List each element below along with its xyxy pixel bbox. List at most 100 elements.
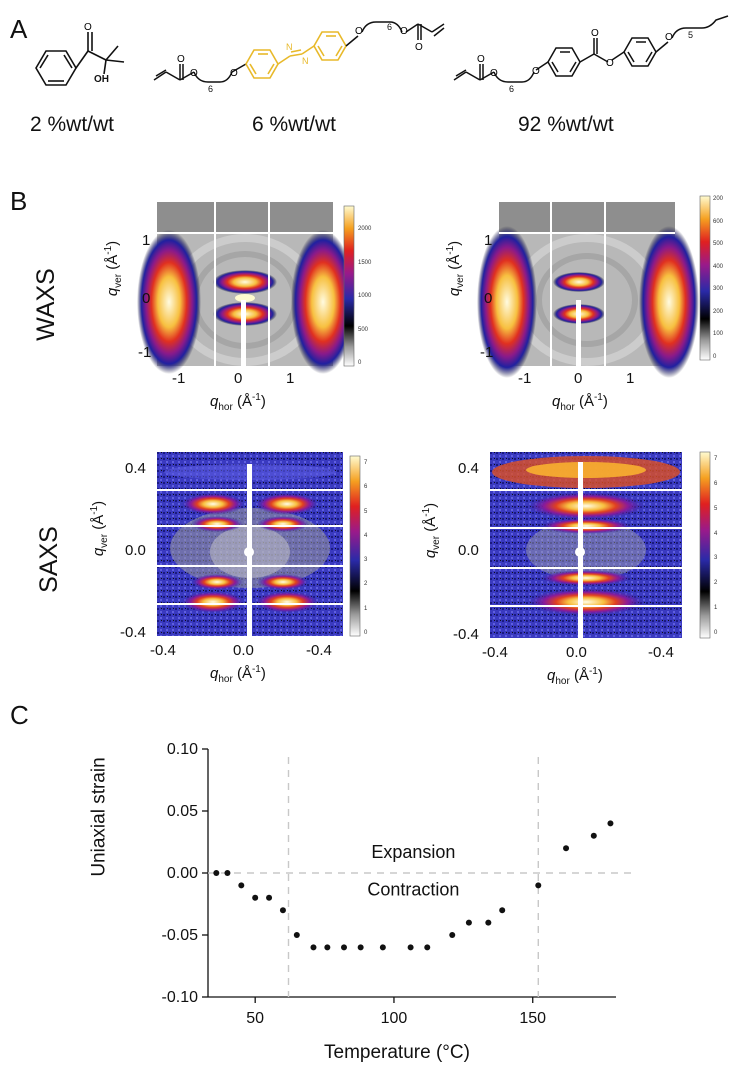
sub-6b: 6	[387, 22, 393, 32]
data-point	[324, 944, 331, 951]
cb-tick: 5	[714, 505, 718, 512]
saxs-right-xlabel: qhor (Å-1)	[547, 666, 603, 687]
data-point	[357, 944, 364, 951]
cb-tick: 3	[364, 557, 368, 564]
data-point	[590, 832, 597, 839]
saxs-left-xtick: -0.4	[150, 642, 176, 659]
colorbar-ticks-saxs-right: 7 6 5 4 3 2 1 0	[714, 456, 728, 636]
svg-text:O: O	[415, 42, 423, 53]
cb-tick: 1500	[358, 259, 372, 266]
waxs-left-ytick: 1	[142, 232, 151, 249]
data-point	[238, 882, 245, 889]
saxs-left-xtick: -0.4	[306, 642, 332, 659]
q-symbol: q	[547, 667, 556, 684]
cb-tick: 4	[714, 530, 718, 537]
svg-text:O: O	[190, 68, 198, 79]
cb-tick: 4	[364, 532, 368, 539]
data-point	[465, 919, 472, 926]
concentration-mesogen: 92 %wt/wt	[518, 113, 614, 136]
y-tick-label: 0.05	[167, 803, 198, 820]
concentration-azo: 6 %wt/wt	[252, 113, 337, 136]
colorbar-saxs-right	[699, 451, 711, 639]
svg-text:O: O	[400, 26, 408, 37]
cb-tick: 1	[714, 605, 718, 612]
q-symbol: q	[210, 393, 219, 410]
colorbar-ticks-waxs-left: 2000 1500 1000 500 0	[358, 226, 382, 366]
y-tick-label: -0.10	[162, 989, 199, 1006]
saxs-left-ytick: -0.4	[120, 624, 146, 641]
waxs-left-ytick: 0	[142, 290, 151, 307]
waxs-right-xlabel: qhor (Å-1)	[552, 392, 608, 413]
panel-label-c: C	[10, 700, 29, 730]
waxs-left-xtick: -1	[172, 370, 186, 387]
unit: (Å	[232, 393, 252, 410]
colorbar-ticks-waxs-right: 200 600 500 400 300 200 100 0	[713, 196, 733, 360]
cb-tick: 3	[714, 555, 718, 562]
cb-tick: 400	[713, 263, 724, 270]
cb-tick: 1	[364, 605, 368, 612]
unit-exp: -1	[588, 666, 598, 677]
q-symbol: q	[210, 665, 219, 682]
cb-tick: 0	[364, 629, 368, 636]
svg-text:O: O	[84, 22, 92, 33]
svg-text:N: N	[302, 56, 309, 66]
q-sub: hor	[555, 676, 570, 687]
q-sub: hor	[560, 402, 575, 413]
unit: (Å	[574, 393, 594, 410]
waxs-image-left	[137, 202, 355, 374]
cb-tick: 500	[358, 326, 369, 333]
svg-text:O: O	[355, 26, 363, 37]
data-point	[499, 907, 506, 914]
unit-close: )	[602, 393, 608, 410]
saxs-left-xtick: 0.0	[233, 642, 254, 659]
x-tick-label: 50	[246, 1010, 264, 1027]
sub-6c: 6	[509, 84, 515, 94]
waxs-right-ytick: 1	[484, 232, 493, 249]
waxs-right-ytick: -1	[480, 344, 494, 361]
data-point	[485, 919, 492, 926]
svg-text:O: O	[477, 54, 485, 65]
saxs-left-ytick: 0.0	[125, 542, 146, 559]
waxs-right-ytick: 0	[484, 290, 493, 307]
svg-text:O: O	[177, 54, 185, 65]
q-sub: hor	[218, 674, 233, 685]
cb-tick: 300	[713, 286, 724, 293]
unit-exp: -1	[251, 392, 261, 403]
cb-tick: 200	[713, 308, 724, 315]
unit-close: )	[597, 667, 603, 684]
cb-tick: 0	[713, 353, 717, 360]
saxs-image-left	[157, 452, 343, 636]
data-point	[310, 944, 317, 951]
waxs-left-ytick: -1	[138, 344, 152, 361]
waxs-left-xlabel: qhor (Å-1)	[210, 392, 266, 413]
cb-tick: 2	[714, 580, 718, 587]
cb-tick: 200	[713, 196, 724, 202]
waxs-right-xtick: 1	[626, 370, 635, 387]
q-sub: hor	[218, 402, 233, 413]
colorbar-waxs-left	[343, 205, 355, 367]
data-point	[563, 845, 570, 852]
concentration-photoinitiator: 2 %wt/wt	[30, 113, 115, 136]
cb-tick: 7	[364, 460, 368, 466]
sub-6a: 6	[208, 84, 214, 94]
waxs-left-xtick: 0	[234, 370, 243, 387]
colorbar-ticks-saxs-left: 7 6 5 4 3 2 1 0	[364, 460, 378, 636]
unit: (Å	[232, 665, 252, 682]
data-point	[213, 870, 220, 876]
svg-text:O: O	[665, 32, 673, 43]
unit-close: )	[260, 665, 266, 682]
chart-ylabel: Uniaxial strain	[88, 757, 110, 877]
waxs-left-xtick: 1	[286, 370, 295, 387]
saxs-right-xtick: 0.0	[566, 644, 587, 661]
x-tick-label: 150	[519, 1010, 546, 1027]
unit-exp: -1	[593, 392, 603, 403]
cb-tick: 100	[713, 331, 724, 338]
waxs-right-xtick: 0	[574, 370, 583, 387]
annotation-contraction: Contraction	[367, 879, 459, 899]
cb-tick: 0	[358, 360, 362, 366]
y-tick-label: 0.00	[167, 865, 198, 882]
data-point	[424, 944, 431, 951]
molecule-photoinitiator: O	[35, 22, 125, 86]
saxs-right-ytick: -0.4	[453, 626, 479, 643]
